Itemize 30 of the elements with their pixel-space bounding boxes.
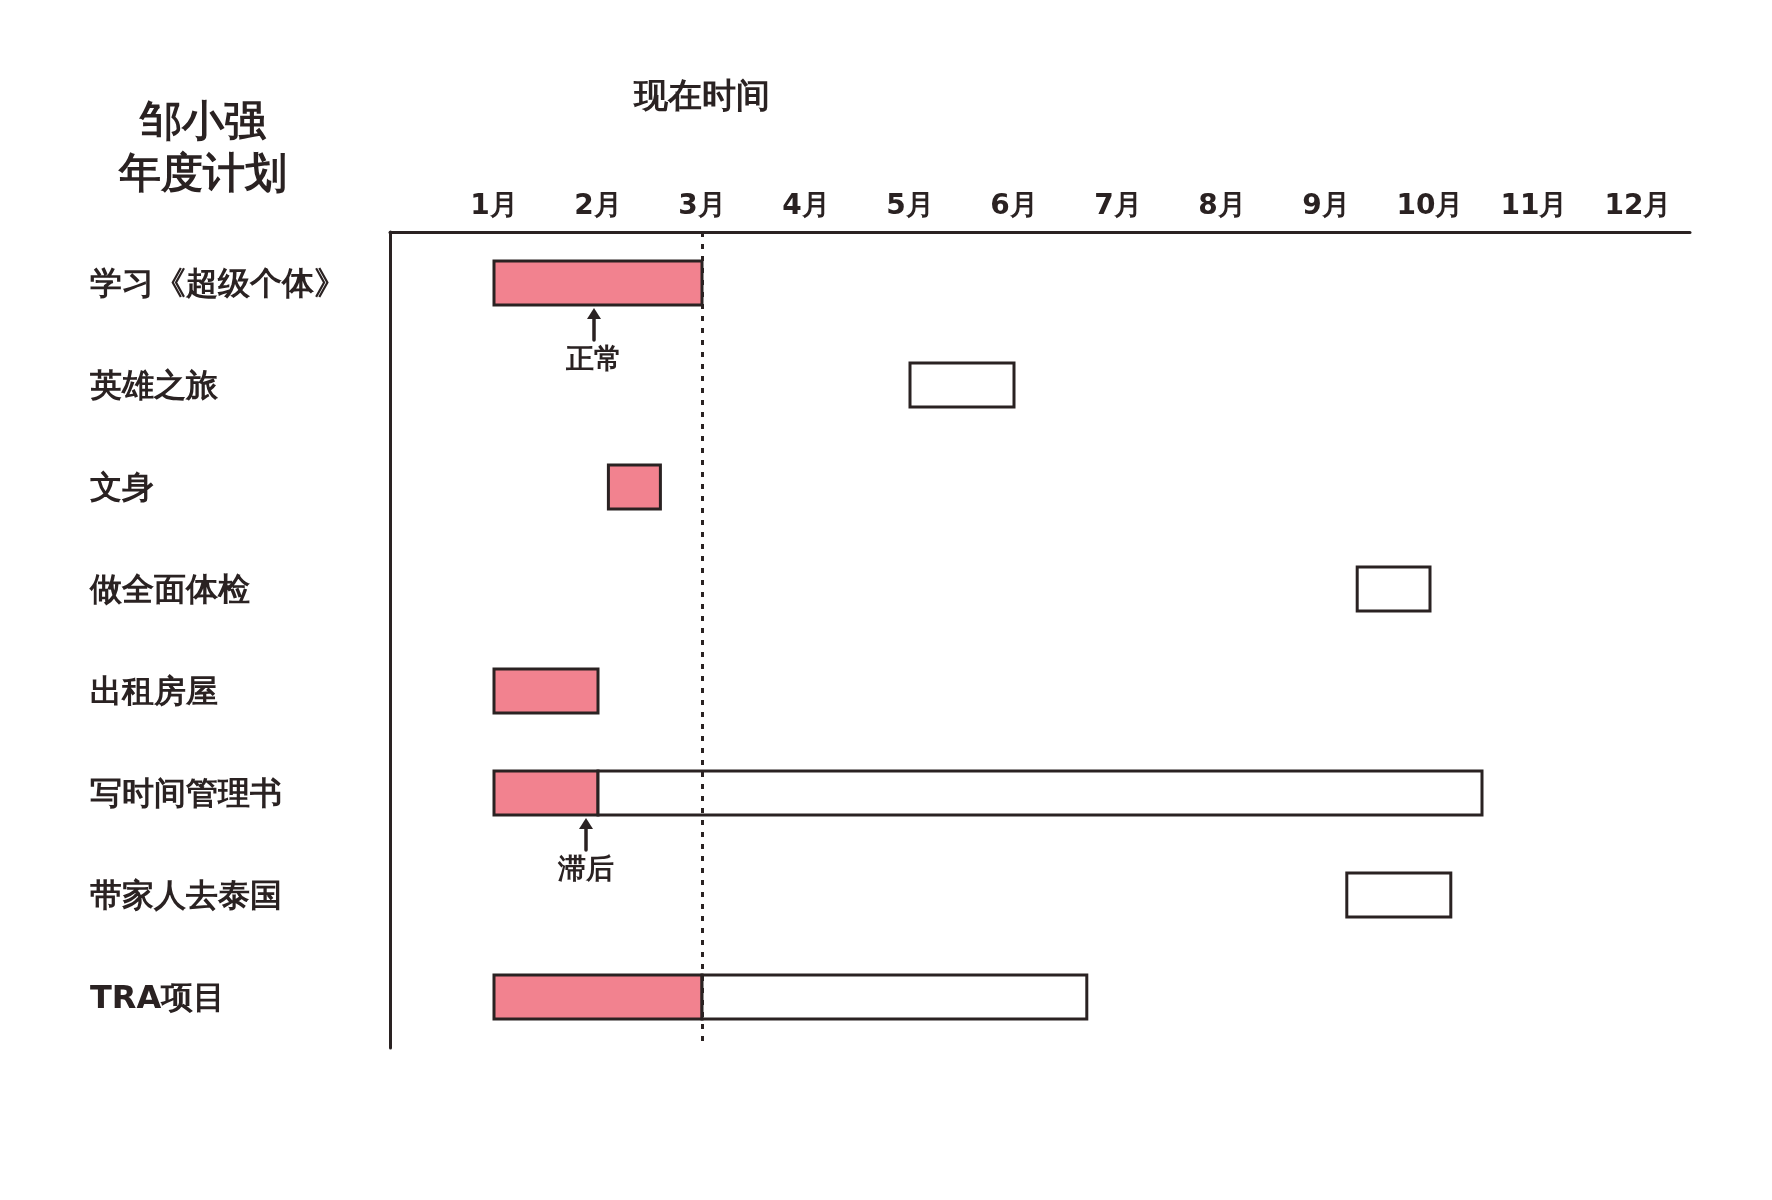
x-tick-label: 6月	[990, 187, 1038, 221]
bar	[1355, 565, 1432, 613]
bar	[606, 463, 662, 511]
annotation: 正常	[566, 342, 622, 376]
x-tick-label: 9月	[1302, 187, 1350, 221]
bar	[908, 361, 1016, 409]
x-tick-label: 4月	[782, 187, 830, 221]
y-tick-label: 写时间管理书	[90, 774, 282, 812]
y-tick-label: 文身	[90, 468, 154, 506]
y-tick-label: 出租房屋	[90, 672, 218, 710]
x-tick-label: 5月	[886, 187, 934, 221]
x-tick-label: 12月	[1604, 187, 1672, 221]
x-tick-label: 3月	[678, 187, 726, 221]
y-tick-label: 带家人去泰国	[90, 876, 282, 914]
x-tick-label: 7月	[1094, 187, 1142, 221]
x-tick-label: 10月	[1396, 187, 1464, 221]
y-tick-label: TRA项目	[90, 978, 226, 1016]
chart-title: 邹小强	[139, 95, 267, 145]
annotation: 滞后	[558, 852, 614, 886]
bar	[492, 667, 600, 715]
y-tick-label: 做全面体检	[89, 570, 251, 608]
chart-subtitle: 年度计划	[118, 147, 287, 197]
x-tick-label: 1月	[470, 187, 518, 221]
ref-line-label: 现在时间	[632, 75, 770, 115]
bar	[1345, 871, 1453, 919]
y-tick-label: 英雄之旅	[89, 366, 219, 404]
x-tick-label: 8月	[1198, 187, 1246, 221]
y-tick-label: 学习《超级个体》	[90, 264, 346, 302]
x-tick-label: 11月	[1500, 187, 1568, 221]
x-tick-label: 2月	[574, 187, 622, 221]
